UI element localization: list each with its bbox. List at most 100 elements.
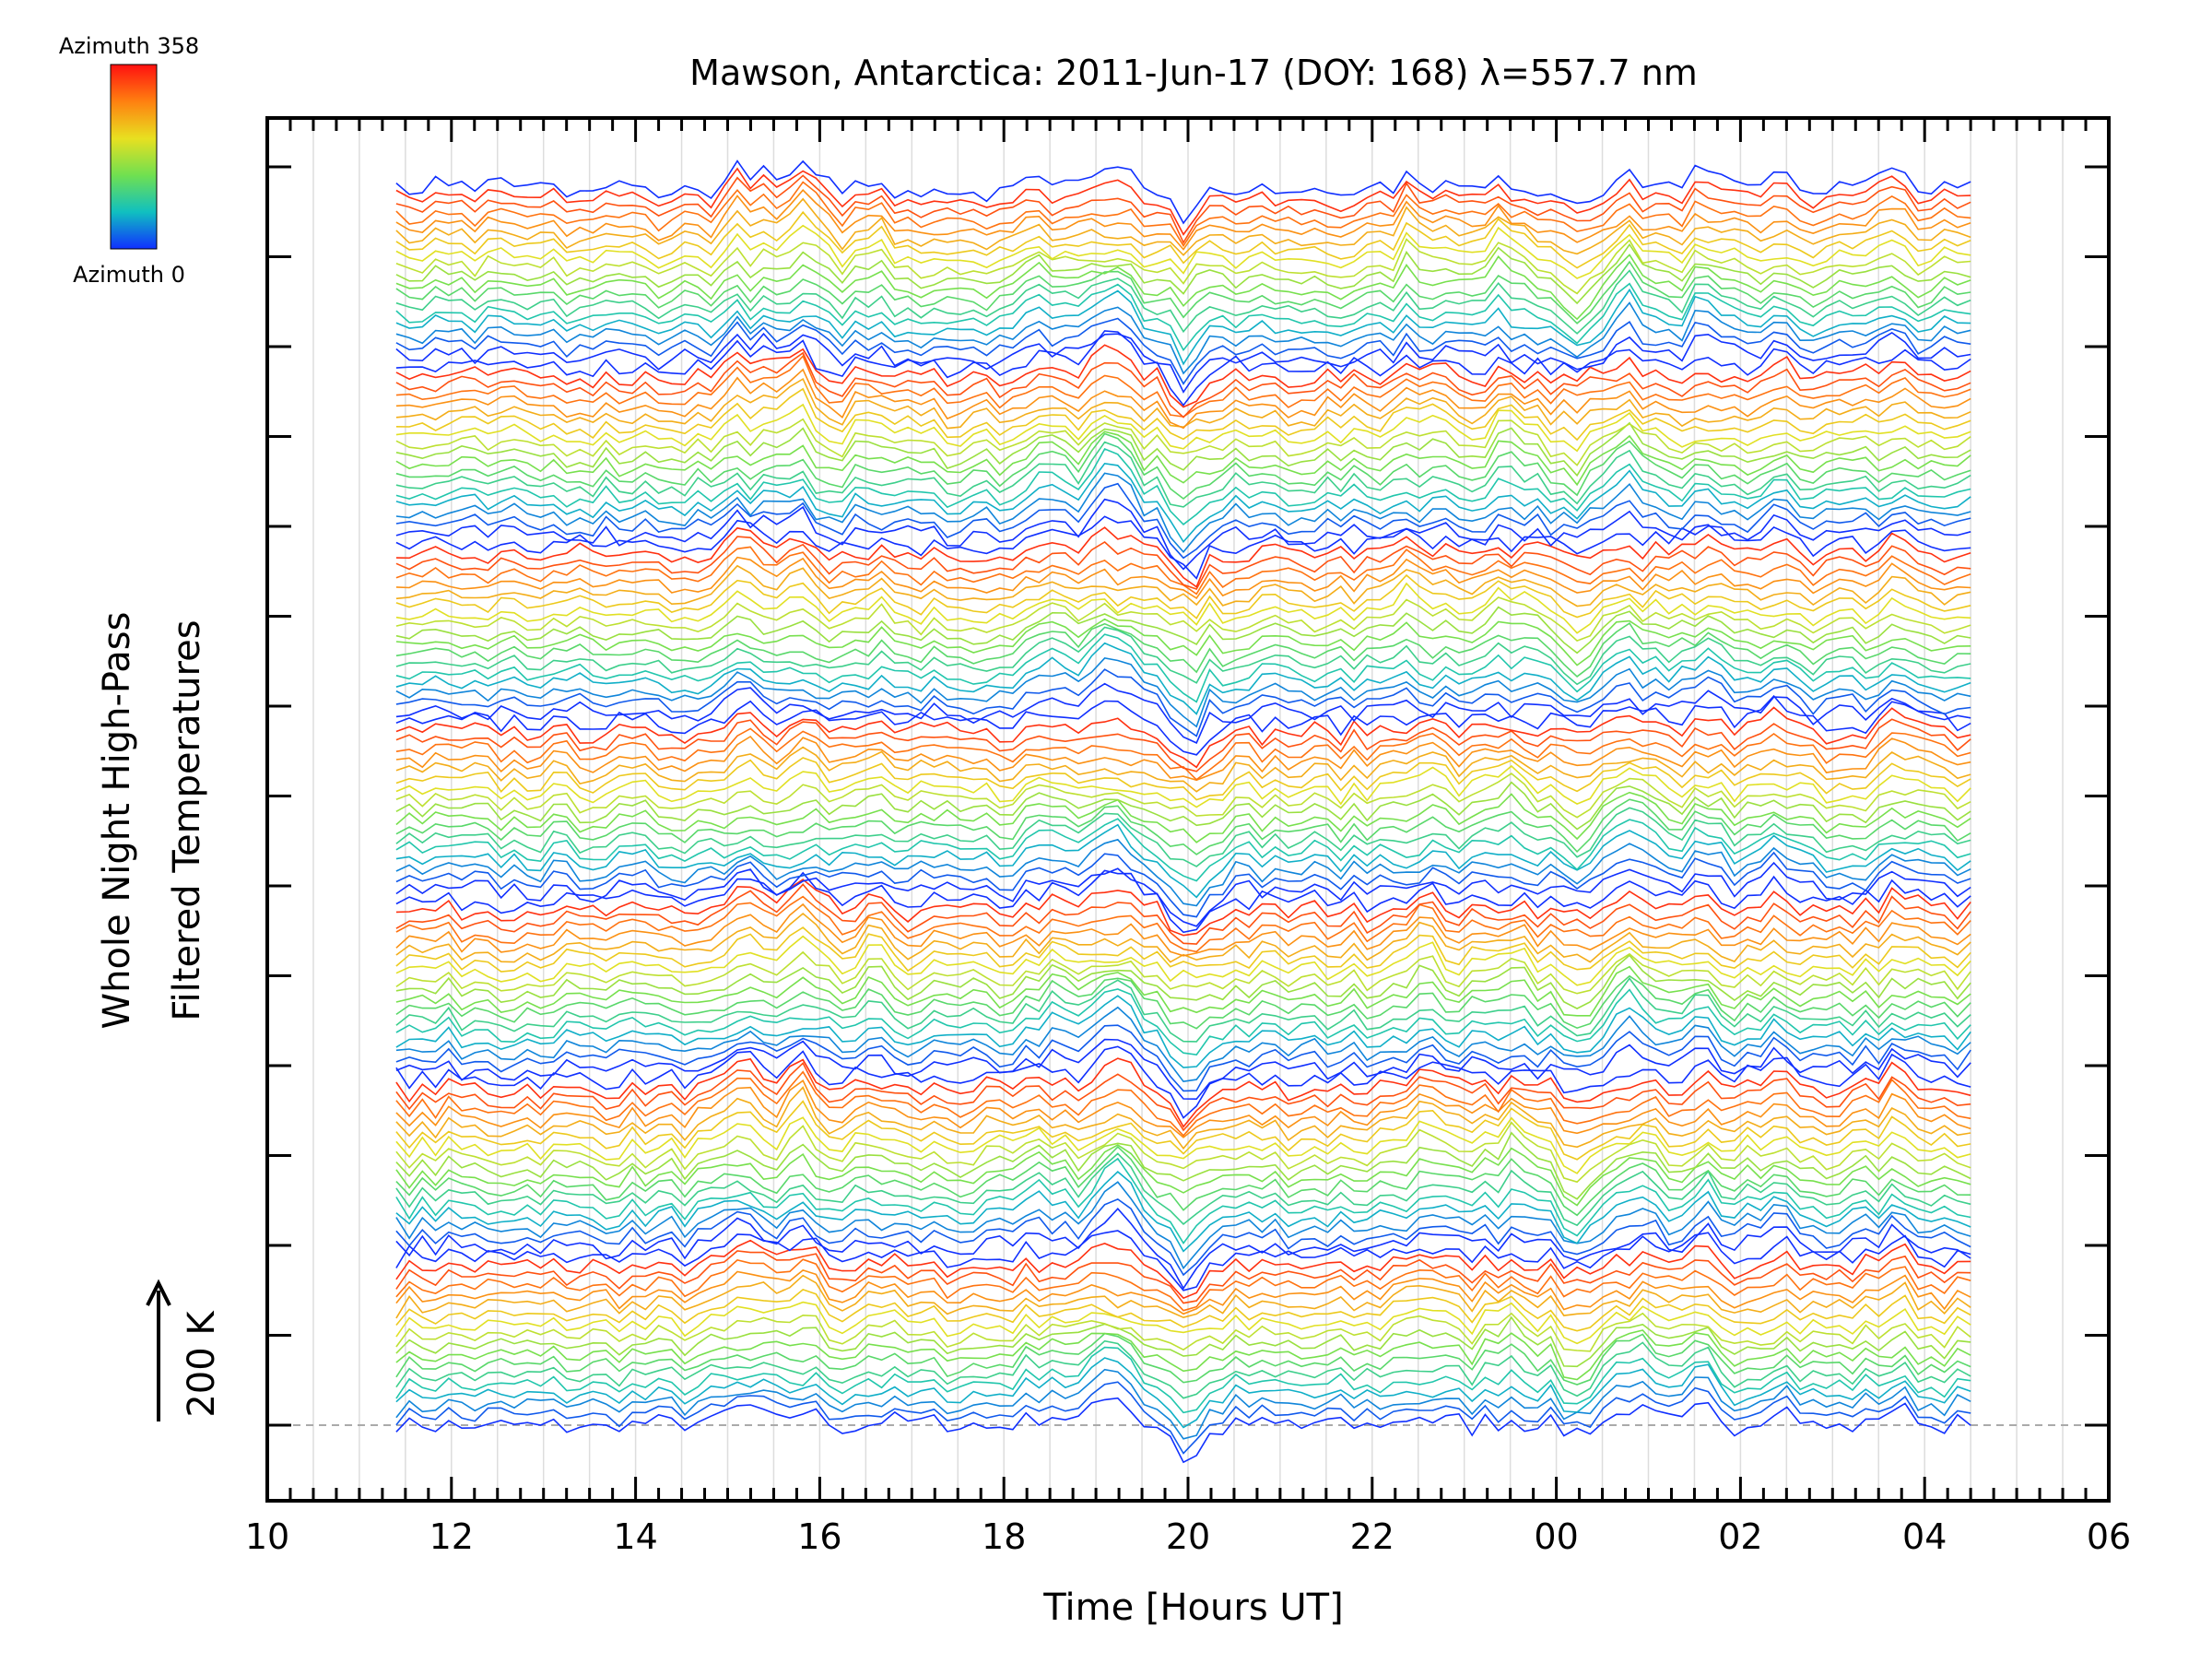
x-tick-labels: 10 12 14 16 18 20 22 00 02 04 06 <box>245 1516 2131 1557</box>
series-line <box>395 869 1971 934</box>
series-line <box>395 1346 1971 1414</box>
series-line <box>395 974 1971 1030</box>
series-line <box>395 344 1971 408</box>
series-line <box>395 526 1971 588</box>
series-line <box>395 694 1971 756</box>
series-line <box>395 851 1971 918</box>
series-line <box>395 254 1971 321</box>
series-line <box>395 988 1971 1056</box>
series-line <box>395 174 1971 244</box>
series-line <box>395 1070 1971 1138</box>
x-axis-label: Time [Hours UT] <box>1042 1586 1343 1629</box>
series-line <box>395 935 1971 986</box>
series-line <box>395 965 1971 1017</box>
x-tick-label: 16 <box>797 1516 841 1557</box>
series-line <box>395 159 1971 225</box>
series-line <box>395 1116 1971 1174</box>
series-line <box>395 950 1971 995</box>
series-line <box>395 1368 1971 1440</box>
series-line <box>395 1144 1971 1207</box>
series-line <box>395 746 1971 793</box>
series-line <box>395 1329 1971 1381</box>
x-tick-label: 00 <box>1534 1516 1578 1557</box>
series-line <box>395 317 1971 385</box>
x-tick-label: 22 <box>1350 1516 1394 1557</box>
series-line <box>395 1339 1971 1399</box>
series-line <box>395 1171 1971 1253</box>
series-line <box>395 482 1971 560</box>
series-line <box>395 977 1971 1043</box>
series-line <box>395 189 1971 251</box>
series-line <box>395 1045 1971 1119</box>
series-line <box>395 238 1971 295</box>
series-line <box>395 260 1971 324</box>
series-line <box>395 1312 1971 1352</box>
x-tick-label: 12 <box>429 1516 474 1557</box>
series-line <box>395 197 1971 256</box>
series-line <box>395 883 1971 945</box>
series-line <box>395 564 1971 607</box>
series-line <box>395 926 1971 973</box>
series-line <box>395 462 1971 544</box>
series-line <box>395 791 1971 843</box>
series-line <box>395 351 1971 419</box>
series-line <box>395 1258 1971 1312</box>
series-line <box>395 773 1971 819</box>
series-line <box>395 430 1971 487</box>
series-line <box>395 757 1971 801</box>
x-tick-label: 06 <box>2087 1516 2131 1557</box>
series-line <box>395 626 1971 686</box>
series-line <box>395 1269 1971 1315</box>
series-line <box>395 1121 1971 1184</box>
series-line <box>395 472 1971 554</box>
series-line <box>395 1301 1971 1345</box>
series-line <box>395 432 1971 501</box>
series-line <box>395 642 1971 715</box>
series-line <box>395 242 1971 305</box>
colorbar-bottom-label: Azimuth 0 <box>73 262 185 288</box>
series-line <box>395 606 1971 655</box>
series-line <box>395 764 1971 808</box>
series-line <box>395 403 1971 453</box>
series-line <box>395 1230 1971 1291</box>
series-line <box>395 210 1971 269</box>
series-line <box>395 181 1971 248</box>
series-line <box>395 1208 1971 1291</box>
series-line <box>395 515 1971 580</box>
series-line <box>395 498 1971 571</box>
series-line <box>395 1288 1971 1332</box>
series-line <box>395 582 1971 634</box>
series-line <box>395 556 1971 599</box>
series-line <box>395 823 1971 899</box>
series-line <box>395 1274 1971 1319</box>
series-line <box>395 330 1971 407</box>
series-line <box>395 1061 1971 1132</box>
series-line <box>395 1157 1971 1245</box>
series-line <box>395 727 1971 781</box>
series-line <box>395 735 1971 782</box>
series-line <box>395 1181 1971 1270</box>
x-tick-label: 02 <box>1718 1516 1762 1557</box>
series-line <box>395 1250 1971 1304</box>
series-lines <box>395 159 1971 1464</box>
x-tick-label: 14 <box>613 1516 657 1557</box>
series-line <box>395 546 1971 596</box>
series-line <box>395 1131 1971 1200</box>
series-line <box>395 618 1971 666</box>
series-line <box>395 224 1971 279</box>
series-line <box>395 1397 1971 1464</box>
series-line <box>395 781 1971 831</box>
series-line <box>395 1006 1971 1083</box>
series-line <box>395 1100 1971 1161</box>
series-line <box>395 1057 1971 1128</box>
scale-bar-arrow <box>146 1279 171 1421</box>
series-line <box>395 573 1971 619</box>
series-line <box>395 368 1971 430</box>
series-line <box>395 596 1971 643</box>
series-line <box>395 536 1971 590</box>
series-line <box>395 441 1971 508</box>
series-line <box>395 879 1971 937</box>
series-line <box>395 1145 1971 1217</box>
x-tick-label: 18 <box>982 1516 1026 1557</box>
